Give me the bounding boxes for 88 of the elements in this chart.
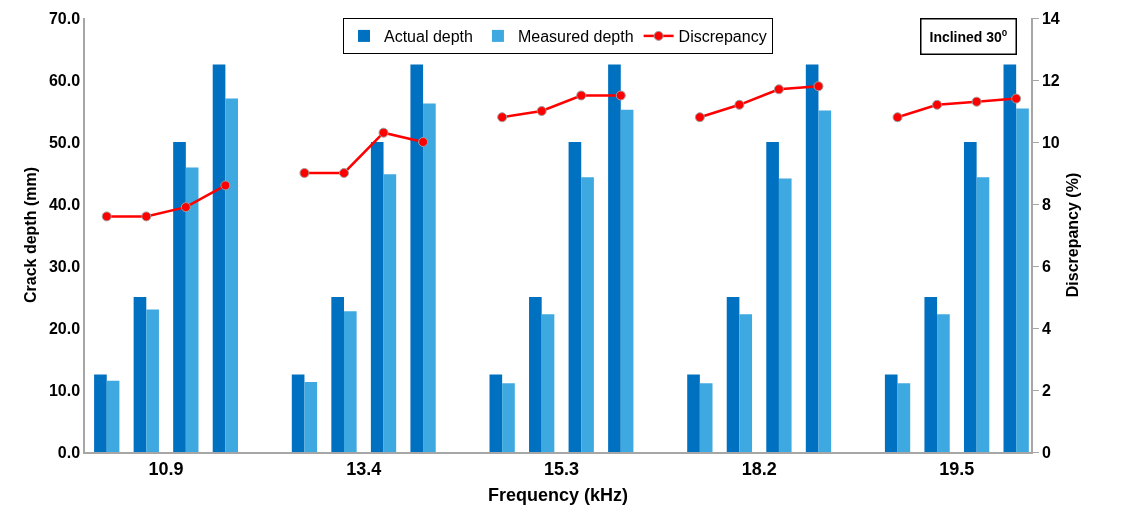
x-tick-label: 18.2 xyxy=(741,459,777,480)
bar xyxy=(581,177,594,452)
bar xyxy=(568,142,582,452)
point xyxy=(338,168,349,178)
bar xyxy=(778,178,792,452)
y-tick-label: 50.0 xyxy=(48,133,81,151)
y2-tick-label: 6 xyxy=(1041,257,1051,275)
bar xyxy=(383,174,397,452)
bar xyxy=(94,374,107,452)
y2-tick-label: 14 xyxy=(1041,9,1060,27)
bar xyxy=(818,110,832,452)
point xyxy=(141,211,152,222)
y-tick-label: 20.0 xyxy=(48,319,81,337)
bar xyxy=(489,374,503,452)
bar xyxy=(225,98,239,452)
y2-tick-label: 12 xyxy=(1041,71,1060,89)
bar xyxy=(541,314,555,452)
bar xyxy=(291,374,305,452)
bar xyxy=(304,381,318,452)
bar xyxy=(884,374,898,452)
bar xyxy=(370,142,384,452)
bar xyxy=(620,109,634,452)
point xyxy=(220,180,231,191)
bar xyxy=(805,64,819,452)
y2-axis-title: Discrepancy (%) xyxy=(1064,172,1082,298)
bar xyxy=(699,383,713,452)
bar xyxy=(937,314,950,452)
x-tick-label: 13.4 xyxy=(346,459,382,480)
annotation: Inclined 30$^{0}$ xyxy=(929,27,1008,46)
point xyxy=(971,96,982,107)
bar xyxy=(963,142,977,452)
bar xyxy=(423,103,436,452)
bar xyxy=(1003,64,1017,452)
point xyxy=(615,90,626,101)
legend-label: Discrepancy xyxy=(678,28,767,46)
bar xyxy=(766,142,779,452)
point xyxy=(378,127,389,138)
point xyxy=(1011,93,1022,104)
point xyxy=(734,99,745,110)
bar xyxy=(608,64,621,452)
bar xyxy=(146,309,159,452)
y2-tick-label: 4 xyxy=(1041,319,1051,337)
point xyxy=(536,106,547,116)
y-tick-label: 70.0 xyxy=(48,9,81,27)
bar xyxy=(410,64,424,452)
y-tick-label: 60.0 xyxy=(48,71,81,89)
x-tick-label: 10.9 xyxy=(148,459,184,480)
bar xyxy=(529,297,542,452)
bar xyxy=(726,297,740,452)
bar xyxy=(502,383,515,452)
bar xyxy=(1016,108,1029,452)
y2-tick-label: 8 xyxy=(1041,195,1051,213)
bar xyxy=(739,314,753,452)
point xyxy=(694,112,705,123)
point xyxy=(418,137,429,147)
bar xyxy=(212,64,226,452)
y2-tick-label: 10 xyxy=(1041,133,1060,151)
x-tick-label: 19.5 xyxy=(939,459,975,480)
bar xyxy=(106,380,120,452)
point xyxy=(497,112,508,123)
bar xyxy=(976,177,990,452)
bar xyxy=(687,374,700,452)
point xyxy=(299,168,310,178)
point xyxy=(101,211,112,222)
point xyxy=(932,99,943,110)
point xyxy=(773,84,784,95)
bar xyxy=(343,311,357,452)
bar xyxy=(173,142,186,452)
bar xyxy=(133,297,147,452)
x-axis-title: Frequency (kHz) xyxy=(487,484,629,505)
legend-label: Actual depth xyxy=(384,28,473,46)
bar xyxy=(185,167,199,452)
legend-label: Measured depth xyxy=(517,28,634,46)
bar xyxy=(924,297,938,452)
y-axis-title: Crack depth (mm) xyxy=(22,166,40,304)
point xyxy=(813,81,824,92)
x-tick-label: 15.3 xyxy=(543,459,579,480)
y-tick-label: 40.0 xyxy=(48,195,81,213)
y2-tick-label: 0 xyxy=(1041,443,1051,461)
bar xyxy=(331,297,344,452)
bar xyxy=(897,383,911,452)
y2-tick-label: 2 xyxy=(1041,381,1051,399)
point xyxy=(892,112,903,123)
y-tick-label: 30.0 xyxy=(48,257,81,275)
y-tick-label: 0.0 xyxy=(57,443,81,461)
y-tick-label: 10.0 xyxy=(48,381,81,399)
point xyxy=(576,90,587,101)
point xyxy=(180,202,191,213)
